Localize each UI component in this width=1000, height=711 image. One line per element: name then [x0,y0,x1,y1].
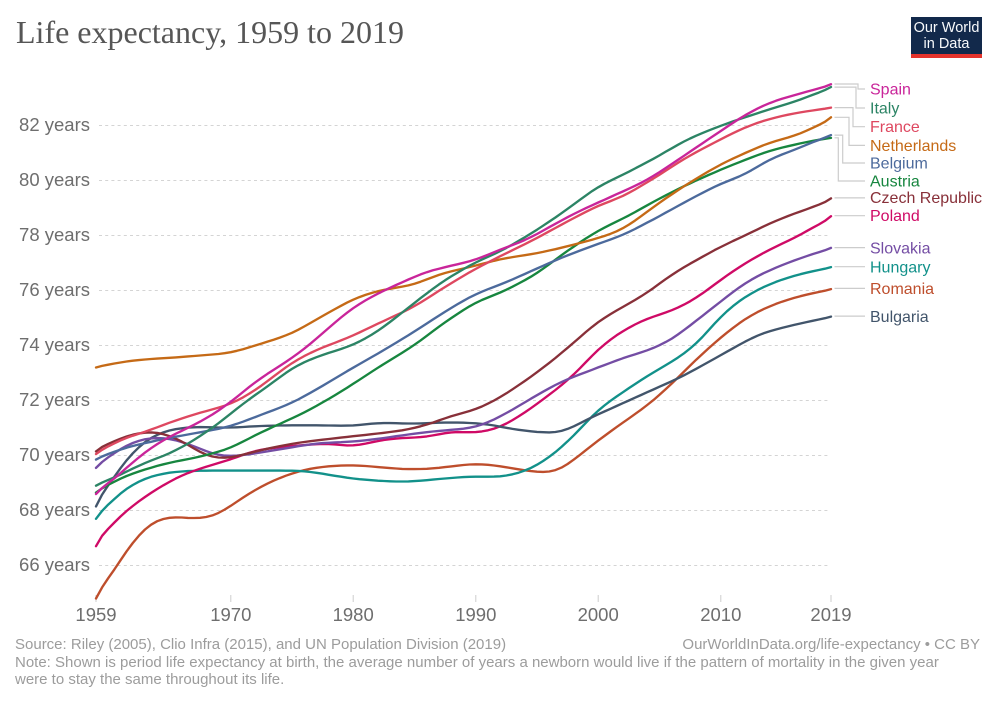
svg-text:Austria: Austria [870,174,920,191]
svg-text:Belgium: Belgium [870,156,928,173]
svg-text:68 years: 68 years [19,499,90,520]
svg-text:1990: 1990 [455,604,496,625]
svg-text:Romania: Romania [870,281,934,298]
svg-text:2010: 2010 [700,604,741,625]
svg-text:66 years: 66 years [19,554,90,575]
svg-text:78 years: 78 years [19,224,90,245]
svg-text:Netherlands: Netherlands [870,138,956,155]
svg-text:74 years: 74 years [19,334,90,355]
svg-text:1970: 1970 [210,604,251,625]
svg-text:1980: 1980 [333,604,374,625]
svg-text:2000: 2000 [578,604,619,625]
svg-text:80 years: 80 years [19,169,90,190]
svg-text:82 years: 82 years [19,114,90,135]
svg-text:Poland: Poland [870,208,920,225]
svg-text:70 years: 70 years [19,444,90,465]
svg-text:Italy: Italy [870,101,899,118]
svg-text:Hungary: Hungary [870,260,930,277]
svg-text:2019: 2019 [810,604,851,625]
svg-text:Bulgaria: Bulgaria [870,309,929,326]
svg-text:76 years: 76 years [19,279,90,300]
svg-text:Czech Republic: Czech Republic [870,190,982,207]
svg-text:France: France [870,119,920,136]
svg-text:Spain: Spain [870,82,911,99]
svg-text:Slovakia: Slovakia [870,241,931,258]
svg-text:72 years: 72 years [19,389,90,410]
svg-text:1959: 1959 [75,604,116,625]
